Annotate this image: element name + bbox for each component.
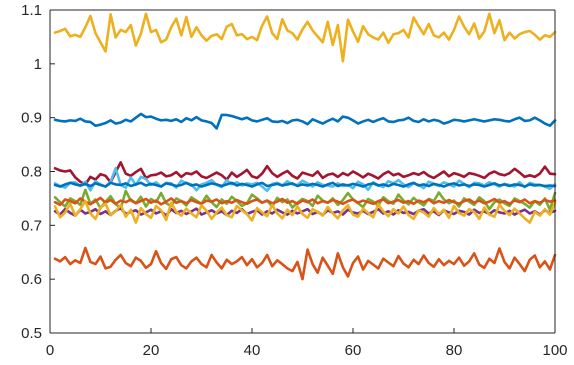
y-tick-label: 0.9 <box>21 110 42 127</box>
y-tick-label: 1 <box>34 56 42 73</box>
y-tick-label: 1.1 <box>21 2 42 19</box>
y-tick-label: 0.8 <box>21 164 42 181</box>
x-tick-label: 80 <box>446 342 463 359</box>
series-line-4 <box>53 166 557 193</box>
x-tick-label: 60 <box>345 342 362 359</box>
series-line-7 <box>53 196 557 207</box>
series-line-10 <box>53 246 557 281</box>
x-tick-label: 100 <box>542 342 567 359</box>
ticks: 0 20 40 60 80 100 0.5 0.6 0.7 0.8 0.9 1 1.1 <box>21 2 567 359</box>
series-line-9 <box>53 199 557 224</box>
y-tick-label: 0.6 <box>21 271 42 288</box>
series-line-5 <box>53 181 557 188</box>
series-layer <box>53 12 557 281</box>
x-tick-label: 40 <box>244 342 261 359</box>
y-tick-label: 0.5 <box>21 325 42 342</box>
y-tick-label: 0.7 <box>21 217 42 234</box>
series-line-3 <box>53 161 557 186</box>
series-line-1 <box>53 12 557 63</box>
x-tick-label: 20 <box>143 342 160 359</box>
x-tick-label: 0 <box>46 342 54 359</box>
series-line-2 <box>53 112 557 130</box>
